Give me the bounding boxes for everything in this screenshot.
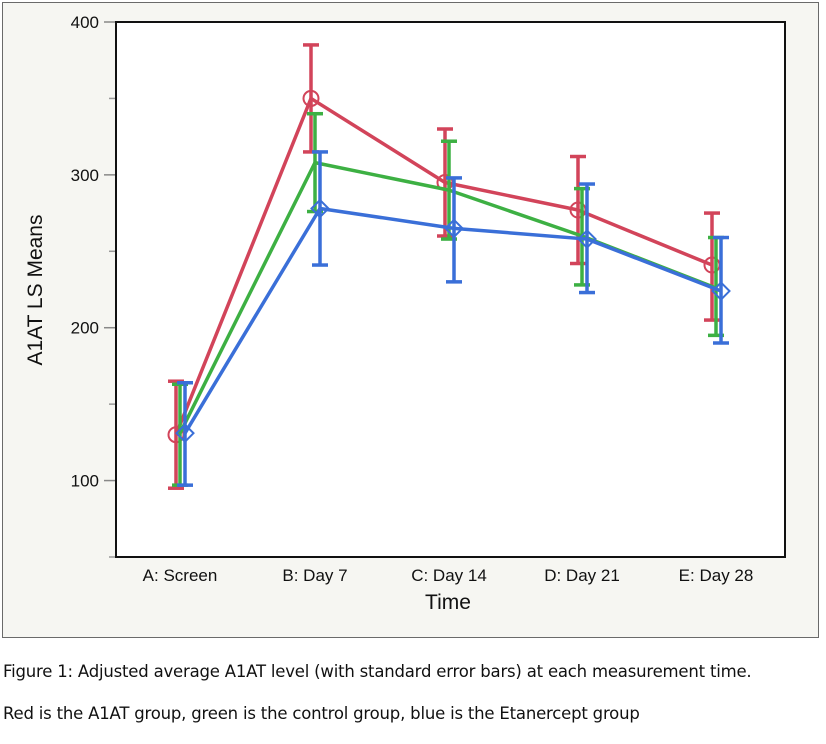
data-point bbox=[314, 161, 316, 164]
x-axis: A: Screen B: Day 7 C: Day 14 D: Day 21 E: Da… bbox=[143, 566, 754, 585]
figure-legend-caption: Red is the A1AT group, green is the cont… bbox=[3, 704, 640, 723]
data-point-diamond bbox=[444, 218, 464, 239]
y-tick-label: 200 bbox=[71, 319, 99, 338]
x-tick-label: B: Day 7 bbox=[282, 566, 347, 585]
data-point bbox=[448, 189, 450, 192]
y-tick-label: 100 bbox=[71, 472, 99, 491]
y-tick-label: 400 bbox=[71, 13, 99, 32]
plot-area bbox=[115, 21, 786, 558]
data-point-diamond bbox=[711, 281, 731, 301]
data-point-diamond bbox=[577, 229, 597, 249]
series-a1at-group bbox=[167, 43, 721, 490]
figure-caption: Figure 1: Adjusted average A1AT level (w… bbox=[3, 662, 752, 681]
series-line bbox=[174, 96, 713, 436]
series-layer bbox=[167, 43, 731, 490]
series-line bbox=[183, 206, 722, 435]
series-etanercept-group bbox=[175, 150, 731, 487]
data-point-circle bbox=[302, 89, 320, 107]
y-tick-label: 300 bbox=[71, 166, 99, 185]
y-axis: 100 200 300 400 bbox=[71, 13, 115, 558]
y-axis-title: A1AT LS Means bbox=[24, 215, 47, 366]
x-tick-label: C: Day 14 bbox=[411, 566, 487, 585]
x-tick-label: A: Screen bbox=[143, 566, 218, 585]
x-tick-label: D: Day 21 bbox=[544, 566, 620, 585]
data-point-diamond bbox=[175, 423, 195, 444]
x-axis-title: Time bbox=[425, 591, 471, 614]
data-point bbox=[179, 432, 181, 435]
x-tick-label: E: Day 28 bbox=[679, 566, 754, 585]
data-point-diamond bbox=[310, 198, 330, 219]
